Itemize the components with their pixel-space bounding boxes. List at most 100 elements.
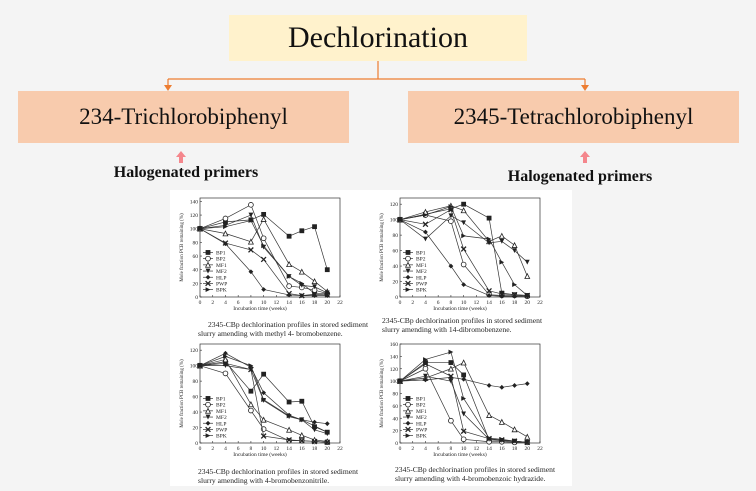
chart-svg: 0 2 4 6 8 10 12 14 16 18 20 22 0 20 40 60 80 100 120 Incuba… — [180, 343, 343, 458]
data-point — [248, 212, 254, 218]
primer-label-right: Halogenated primers — [507, 168, 653, 185]
data-point — [312, 224, 317, 230]
y-tick-label: 20 — [193, 281, 199, 287]
data-point — [524, 439, 530, 445]
y-tick-label: 100 — [190, 364, 199, 370]
x-tick-label: 0 — [399, 446, 402, 452]
legend-marker — [204, 407, 212, 414]
data-point — [423, 377, 428, 383]
data-point — [512, 438, 517, 444]
legend-marker — [405, 396, 411, 401]
y-tick-label: 0 — [395, 441, 398, 447]
series-bpk — [197, 353, 330, 435]
y-tick-label: 60 — [193, 254, 199, 260]
y-tick-label: 40 — [393, 264, 399, 270]
data-point — [423, 360, 428, 365]
legend-marker — [205, 280, 211, 287]
x-tick-label: 22 — [337, 300, 343, 306]
data-point — [524, 381, 530, 386]
x-tick-label: 8 — [450, 300, 453, 306]
y-tick-label: 40 — [393, 416, 399, 422]
x-tick-label: 4 — [224, 300, 227, 306]
data-point — [499, 259, 505, 265]
x-axis-label: Incubation time (weeks) — [433, 451, 487, 458]
y-tick-label: 80 — [393, 233, 399, 239]
data-point — [324, 291, 330, 296]
title-box: Dechlorination — [229, 15, 527, 61]
plot-frame — [399, 197, 541, 298]
data-point — [286, 437, 292, 443]
y-tick-label: 100 — [190, 227, 199, 233]
legend-marker — [205, 255, 211, 262]
data-point — [298, 431, 305, 439]
legend-marker — [205, 420, 211, 426]
data-point — [298, 292, 305, 299]
legend-label: BPK — [416, 288, 427, 294]
legend-label: BP1 — [416, 250, 426, 256]
legend-marker — [205, 396, 211, 401]
data-point — [286, 260, 293, 268]
x-tick-label: 10 — [261, 446, 267, 452]
y-tick-label: 100 — [390, 218, 399, 224]
x-tick-label: 12 — [274, 300, 280, 306]
data-point — [448, 218, 454, 225]
legend-label: MF2 — [216, 415, 227, 421]
data-point — [423, 373, 428, 379]
x-tick-label: 16 — [299, 300, 305, 306]
y-axis-label: Mole fraction PCB remaining (%) — [380, 359, 385, 428]
data-point — [223, 353, 228, 359]
data-point — [248, 366, 254, 373]
data-point — [261, 243, 267, 249]
legend-label: BPK — [416, 434, 427, 440]
data-point — [448, 349, 454, 355]
x-tick-label: 20 — [525, 446, 531, 452]
data-point — [486, 287, 492, 294]
x-tick-label: 4 — [424, 300, 427, 306]
data-point — [311, 438, 318, 445]
data-point — [286, 233, 292, 239]
y-tick-label: 0 — [195, 295, 198, 301]
data-point — [461, 372, 467, 378]
legend-label: BPK — [216, 434, 227, 440]
series-line — [199, 362, 328, 443]
legend-label: PWP — [416, 281, 427, 287]
data-point — [460, 207, 467, 214]
x-tick-label: 18 — [312, 446, 318, 452]
data-point — [460, 436, 467, 443]
y-tick-label: 60 — [393, 249, 399, 255]
x-tick-label: 18 — [512, 300, 518, 306]
data-point — [422, 365, 429, 372]
data-point — [324, 439, 331, 446]
legend-marker — [205, 268, 211, 274]
y-tick-label: 80 — [393, 392, 399, 398]
x-tick-label: 0 — [199, 446, 202, 452]
legend-label: BPK — [216, 288, 227, 294]
y-tick-label: 120 — [390, 367, 399, 373]
data-point — [222, 230, 229, 237]
chart-caption-line2: slurry amending with 4-bromobenzonitrile… — [198, 476, 330, 485]
y-axis-label: Mole fraction PCB remaining (%) — [380, 213, 385, 282]
x-axis-label: Incubation time (weeks) — [433, 305, 487, 312]
data-point — [222, 360, 229, 367]
up-arrow-left-icon — [176, 151, 186, 163]
x-tick-label: 22 — [337, 446, 343, 452]
data-point — [461, 201, 467, 207]
data-point — [448, 263, 454, 269]
legend-label: BP1 — [216, 250, 226, 256]
legend-marker — [404, 261, 412, 268]
data-point — [223, 222, 228, 228]
legend-marker — [404, 407, 412, 414]
data-point — [461, 376, 467, 382]
data-point — [223, 219, 228, 225]
legend-marker — [405, 255, 411, 262]
series-bpk — [197, 218, 330, 296]
data-point — [486, 435, 492, 441]
data-point — [248, 269, 254, 275]
data-point — [286, 413, 292, 419]
chart-caption-line1: 2345-CBp dechlorination profiles in stor… — [208, 320, 369, 329]
legend-marker — [405, 420, 411, 426]
data-point — [248, 388, 254, 394]
data-point — [423, 357, 428, 362]
branch-label: 234-Trichlorobiphenyl — [79, 104, 288, 129]
x-tick-label: 0 — [199, 300, 202, 306]
